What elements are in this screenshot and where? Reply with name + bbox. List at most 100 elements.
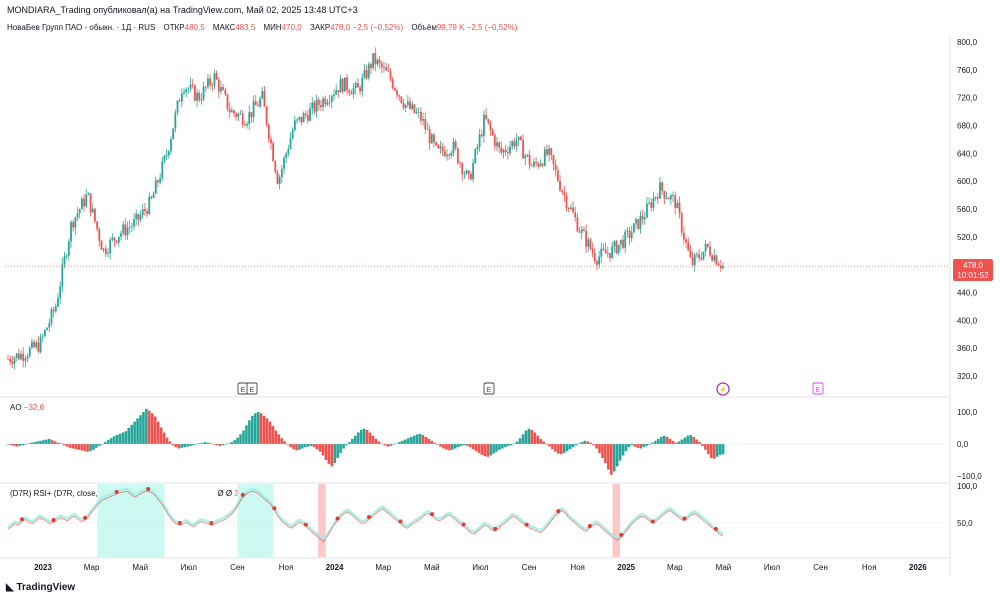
time-tick-label: Мар: [667, 563, 683, 572]
candle-body: [215, 73, 218, 80]
candle-body: [450, 152, 453, 156]
candle-body: [341, 79, 344, 92]
ao-bar: [30, 442, 33, 444]
candle-body: [304, 113, 307, 116]
rsi-overbought-zone: [125, 484, 130, 557]
candle-body: [682, 232, 685, 240]
candle-body: [669, 195, 672, 200]
candle-body: [87, 193, 90, 195]
high-label: МАКС: [212, 23, 236, 32]
ao-bar: [47, 438, 51, 444]
ao-bar: [542, 441, 545, 444]
ao-bar: [148, 410, 151, 444]
candle-body: [59, 286, 62, 299]
candle-body: [163, 155, 166, 162]
candle-body: [302, 113, 305, 123]
candle-body: [641, 215, 644, 220]
candle-body: [467, 170, 470, 174]
time-tick-label: Сен: [230, 563, 245, 572]
ao-bar: [615, 444, 619, 467]
axes: 800,0 760,0 720,0 680,0 640,0 600,0 560,0 520,0…: [34, 38, 982, 572]
ao-bar: [595, 444, 598, 449]
candle-body: [680, 213, 683, 233]
rsi-oversold-zone: [616, 484, 621, 557]
ao-bar: [174, 444, 178, 448]
low-label: МИН: [263, 23, 282, 32]
candle-body: [113, 237, 116, 241]
ao-bar: [306, 444, 310, 447]
candle-body: [78, 209, 81, 214]
candle-body: [189, 84, 192, 89]
event-badges[interactable]: E E E ⚡ E: [237, 382, 824, 396]
candle-body: [513, 141, 516, 147]
ao-bar: [448, 444, 451, 451]
ao-legend[interactable]: AO −32,6: [10, 403, 44, 412]
ao-bar: [486, 444, 490, 457]
candle-body: [602, 248, 605, 250]
rsi-overbought-zone: [135, 484, 140, 557]
tradingview-logo[interactable]: ◣ TradingView: [6, 582, 75, 593]
candle-body: [180, 93, 183, 102]
candle-body: [561, 190, 564, 193]
symbol-name[interactable]: НоваБев Групп ПАО - обыкн. · 1Д · RUS: [7, 23, 156, 32]
time-tick-label: Ноя: [862, 563, 877, 572]
candle-body: [135, 213, 138, 220]
candle-body: [524, 155, 527, 159]
candle-body: [569, 207, 572, 209]
candle-body: [272, 143, 275, 162]
ao-bar: [248, 420, 251, 444]
rsi-oversold-zone: [321, 484, 326, 557]
candle-body: [17, 353, 20, 360]
candle-body: [328, 101, 331, 103]
candle-body: [552, 155, 555, 165]
ao-bar: [274, 430, 278, 444]
candle-body: [343, 77, 346, 92]
ao-bar: [621, 444, 625, 456]
ao-bar: [345, 444, 348, 446]
candle-body: [409, 101, 411, 109]
candle-body: [313, 102, 316, 112]
rsi-overbought-zone: [142, 484, 147, 557]
candle-body: [443, 151, 446, 157]
ao-bar: [456, 444, 460, 448]
ao-bar: [704, 444, 707, 450]
ao-value: −32,6: [23, 403, 45, 412]
ao-bar: [192, 444, 195, 446]
rsi-line: [5, 486, 950, 543]
candle-body: [152, 193, 155, 199]
ao-bar: [483, 444, 487, 457]
candle-body: [506, 152, 509, 154]
ao-bar: [604, 444, 607, 464]
candle-body: [211, 85, 214, 86]
candle-body: [441, 146, 444, 152]
candle-body: [94, 208, 96, 222]
candle-body: [80, 198, 83, 210]
ao-bar: [674, 442, 678, 444]
ao-bar: [562, 444, 566, 453]
candle-body: [115, 240, 118, 243]
time-tick-label: Май: [716, 563, 732, 572]
ao-bar: [183, 444, 186, 448]
ao-bar: [351, 438, 354, 444]
candle-body: [535, 161, 538, 164]
rsi-name: (D7R) RSI+ (D7R, close, 14, 70, 30, 75, …: [10, 489, 165, 498]
ao-bar: [200, 442, 204, 444]
ao-bar: [86, 444, 89, 452]
rsi-overbought-zone: [244, 484, 249, 557]
ao-bar: [468, 444, 472, 448]
candle-body: [389, 71, 392, 80]
ao-bar: [109, 438, 113, 444]
candle-body: [150, 196, 153, 199]
rsi-markers: Ø Ø: [217, 489, 233, 498]
ao-bar: [642, 444, 645, 448]
candle-body: [13, 357, 16, 364]
earnings-badge: [812, 382, 824, 395]
candle-body: [33, 341, 35, 348]
candle-body: [663, 191, 666, 199]
ao-bar: [683, 437, 687, 444]
ao-bar: [203, 442, 207, 444]
candle-body: [546, 149, 548, 155]
ao-bar: [398, 442, 401, 444]
candle-body: [230, 110, 233, 113]
